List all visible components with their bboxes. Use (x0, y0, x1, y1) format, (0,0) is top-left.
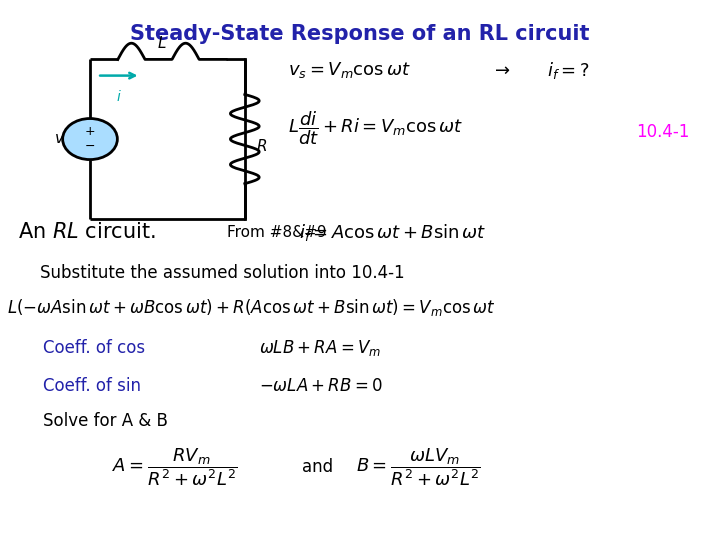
Text: From #8&#9: From #8&#9 (227, 225, 326, 240)
Text: $L\dfrac{di}{dt} + Ri = V_m \cos \omega t$: $L\dfrac{di}{dt} + Ri = V_m \cos \omega … (288, 109, 464, 147)
Text: and: and (302, 458, 333, 476)
Text: Coeff. of sin: Coeff. of sin (43, 377, 141, 395)
Text: $L$: $L$ (157, 35, 167, 51)
Text: +: + (85, 125, 95, 138)
Text: 10.4-1: 10.4-1 (636, 123, 689, 141)
Text: $v_s$: $v_s$ (54, 132, 71, 149)
Text: $i_f = A\cos \omega t + B \sin \omega t$: $i_f = A\cos \omega t + B \sin \omega t$ (299, 222, 486, 242)
Text: An $RL$ circuit.: An $RL$ circuit. (18, 222, 156, 242)
Text: $i_f = ?$: $i_f = ?$ (547, 60, 590, 80)
Circle shape (63, 118, 117, 160)
Text: $\omega LB + RA = V_m$: $\omega LB + RA = V_m$ (259, 338, 382, 359)
Text: $i$: $i$ (116, 89, 122, 104)
Text: Substitute the assumed solution into 10.4-1: Substitute the assumed solution into 10.… (40, 264, 404, 282)
Text: $B = \dfrac{\omega LV_m}{R^2 + \omega^2 L^2}$: $B = \dfrac{\omega LV_m}{R^2 + \omega^2 … (356, 446, 482, 488)
Text: $L(-\omega A \sin \omega t + \omega B \cos \omega t) + R(A\cos \omega t + B \sin: $L(-\omega A \sin \omega t + \omega B \c… (7, 298, 496, 318)
Text: Coeff. of cos: Coeff. of cos (43, 339, 145, 357)
Text: $R$: $R$ (256, 138, 266, 154)
Text: −: − (85, 140, 95, 153)
Text: $-\omega LA + RB = 0$: $-\omega LA + RB = 0$ (259, 377, 383, 395)
Text: $\rightarrow$: $\rightarrow$ (490, 61, 510, 79)
Text: $A = \dfrac{RV_m}{R^2 + \omega^2 L^2}$: $A = \dfrac{RV_m}{R^2 + \omega^2 L^2}$ (112, 446, 238, 488)
Text: Steady-State Response of an RL circuit: Steady-State Response of an RL circuit (130, 24, 590, 44)
Text: $v_s = V_m \cos \omega t$: $v_s = V_m \cos \omega t$ (288, 60, 411, 80)
Text: Solve for A & B: Solve for A & B (43, 412, 168, 430)
